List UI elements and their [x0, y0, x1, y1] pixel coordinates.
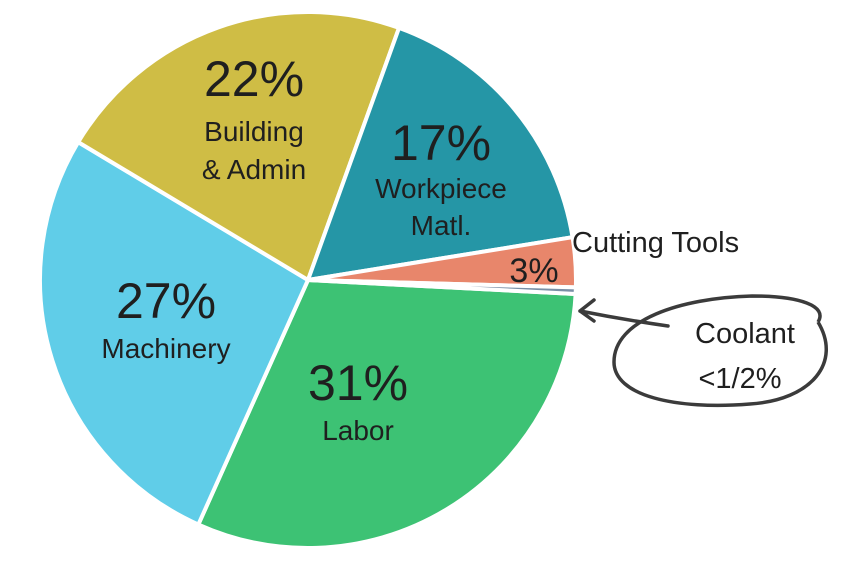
pie-percent-label-workpiece-matl: 17%	[391, 115, 491, 171]
pie-slice-machinery	[38, 140, 310, 527]
pie-category-label-labor: Labor	[322, 415, 394, 446]
pie-category-label-building-admin-line-2: & Admin	[202, 154, 306, 185]
pie-category-label-workpiece-matl-line-1: Workpiece	[375, 173, 507, 204]
pie-percent-label-cutting-tools: 3%	[509, 252, 558, 290]
pie-percent-label-labor: 31%	[308, 355, 408, 411]
cutting-tools-label: Cutting Tools	[572, 227, 739, 259]
pie-category-label-machinery: Machinery	[101, 333, 230, 364]
pie-percent-label-machinery: 27%	[116, 273, 216, 329]
pie-slice-building-admin	[76, 10, 402, 282]
coolant-arrow	[578, 298, 670, 328]
pie-labels: 31% Labor 27% Machinery 22% Building & Admin 17…	[101, 51, 558, 446]
coolant-value-label: <1/2%	[698, 363, 781, 395]
coolant-label: Coolant	[695, 318, 795, 350]
pie-percent-label-building-admin: 22%	[204, 51, 304, 107]
pie-slice-labor	[196, 278, 578, 550]
pie-category-label-workpiece-matl-line-2: Matl.	[411, 210, 472, 241]
pie-category-label-building-admin-line-1: Building	[204, 116, 304, 147]
pie-slice-coolant	[306, 278, 578, 297]
pie-slice-workpiece-matl	[306, 25, 575, 282]
pie-slices	[38, 10, 578, 550]
coolant-callout-ellipse	[612, 294, 829, 408]
